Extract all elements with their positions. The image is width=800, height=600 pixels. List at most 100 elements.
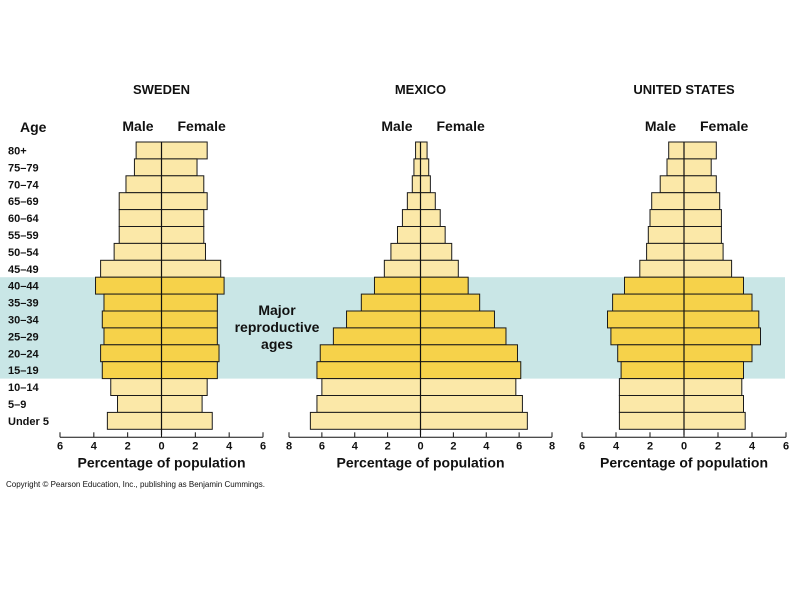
x-tick-label: 6 [579, 440, 585, 452]
female-bar [420, 226, 446, 244]
female-bar [683, 361, 744, 380]
male-bar [647, 226, 685, 244]
female-bar [683, 259, 733, 278]
age-group-label: 20–24 [8, 348, 39, 360]
male-bar [659, 175, 685, 194]
x-tick-label: 2 [385, 440, 391, 452]
x-tick-label: 2 [192, 440, 198, 452]
x-tick-label: 0 [681, 440, 687, 452]
male-bar [125, 175, 162, 194]
female-bar [683, 209, 722, 228]
x-tick-label: 4 [226, 440, 233, 452]
male-bar [332, 327, 422, 346]
female-bar [683, 158, 712, 177]
female-bar [683, 293, 753, 312]
male-bar [401, 209, 422, 228]
x-tick-label: 0 [417, 440, 423, 452]
male-bar [103, 327, 162, 346]
female-label: Female [700, 118, 748, 134]
male-bar [612, 293, 685, 312]
female-bar [420, 192, 436, 211]
female-bar [420, 209, 441, 228]
female-bar [683, 327, 761, 346]
female-bar [161, 310, 218, 329]
female-bar [420, 361, 522, 380]
x-tick-label: 4 [749, 440, 756, 452]
male-bar [101, 310, 162, 329]
female-bar [161, 226, 205, 244]
male-label: Male [381, 118, 412, 134]
male-bar [113, 242, 162, 261]
male-bar [406, 192, 422, 211]
male-bar [396, 226, 421, 244]
male-bar [118, 209, 163, 228]
x-tick-label: 4 [352, 440, 359, 452]
male-bar [103, 293, 162, 312]
age-group-label: 50–54 [8, 247, 39, 259]
female-bar [420, 344, 518, 363]
male-bar [321, 378, 421, 397]
male-bar [617, 344, 685, 363]
male-bar [135, 141, 162, 160]
country-title: MEXICO [395, 82, 446, 97]
female-bar [161, 192, 208, 211]
female-bar [161, 361, 218, 380]
age-group-label: 10–14 [8, 382, 39, 394]
male-bar [411, 175, 421, 194]
x-tick-label: 2 [125, 440, 131, 452]
male-bar [618, 378, 685, 397]
age-group-label: 55–59 [8, 230, 39, 242]
female-bar [683, 310, 760, 329]
x-tick-label: 6 [516, 440, 522, 452]
age-group-label: 5–9 [8, 399, 26, 411]
male-bar [624, 276, 685, 295]
x-tick-label: 4 [483, 440, 490, 452]
female-bar [420, 395, 523, 413]
x-axis-title: Percentage of population [336, 454, 504, 470]
female-bar [161, 242, 206, 261]
country-title: SWEDEN [133, 82, 190, 97]
age-group-label: 25–29 [8, 331, 39, 343]
age-group-label: 15–19 [8, 365, 39, 377]
female-bar [161, 411, 213, 430]
x-tick-label: 2 [715, 440, 721, 452]
male-bar [309, 411, 421, 430]
male-bar [390, 242, 422, 261]
female-bar [420, 276, 469, 295]
male-label: Male [122, 118, 153, 134]
age-group-label: 60–64 [8, 213, 39, 225]
x-axis-title: Percentage of population [77, 454, 245, 470]
male-bar [620, 361, 685, 380]
female-bar [420, 310, 495, 329]
female-bar [683, 411, 746, 430]
male-bar [95, 276, 162, 295]
female-bar [683, 344, 753, 363]
female-bar [420, 175, 431, 194]
female-bar [420, 327, 507, 346]
age-group-label: 75–79 [8, 162, 39, 174]
female-bar [420, 259, 459, 278]
male-bar [110, 378, 162, 397]
female-label: Female [437, 118, 485, 134]
male-bar [373, 276, 422, 295]
female-bar [420, 378, 517, 397]
male-bar [651, 192, 685, 211]
male-bar [607, 310, 685, 329]
age-axis-label: Age [20, 119, 47, 135]
female-bar [161, 327, 218, 346]
age-group-label: 35–39 [8, 298, 39, 310]
female-bar [683, 276, 744, 295]
female-bar [161, 378, 208, 397]
female-bar [420, 242, 453, 261]
female-bar [161, 209, 205, 228]
male-bar [118, 226, 163, 244]
male-bar [610, 327, 685, 346]
age-group-label: 45–49 [8, 264, 39, 276]
male-bar [316, 395, 422, 413]
x-tick-label: 8 [549, 440, 555, 452]
x-tick-label: 2 [450, 440, 456, 452]
copyright-text: Copyright © Pearson Education, Inc., pub… [6, 480, 265, 489]
age-group-label: Under 5 [8, 416, 49, 428]
male-bar [133, 158, 162, 177]
male-bar [646, 242, 685, 261]
